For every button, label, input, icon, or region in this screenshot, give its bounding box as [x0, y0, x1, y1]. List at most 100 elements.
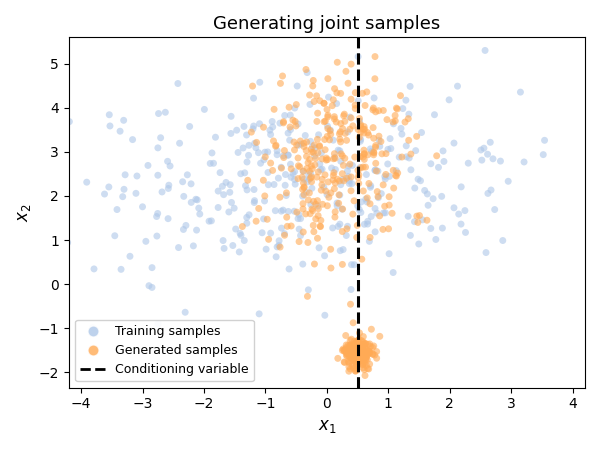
Training samples	[402, 153, 412, 160]
Training samples	[181, 222, 191, 229]
Generated samples	[295, 163, 305, 171]
Generated samples	[313, 212, 323, 219]
Generated samples	[269, 137, 278, 144]
Generated samples	[271, 142, 281, 149]
Training samples	[164, 182, 173, 189]
Generated samples	[335, 130, 344, 137]
Training samples	[304, 171, 313, 179]
Generated samples	[238, 223, 247, 230]
Generated samples	[298, 229, 308, 236]
Generated samples	[349, 346, 358, 353]
Generated samples	[347, 353, 356, 360]
Generated samples	[356, 337, 366, 344]
X-axis label: $x_1$: $x_1$	[317, 417, 336, 435]
Generated samples	[328, 102, 337, 109]
Generated samples	[352, 346, 361, 353]
Generated samples	[393, 170, 403, 177]
Generated samples	[349, 346, 358, 353]
Generated samples	[350, 352, 360, 360]
Training samples	[310, 152, 320, 159]
Generated samples	[293, 162, 303, 169]
Generated samples	[340, 118, 350, 125]
Training samples	[359, 220, 369, 228]
Generated samples	[422, 216, 432, 224]
Generated samples	[365, 349, 374, 356]
Training samples	[331, 166, 340, 173]
Generated samples	[316, 187, 326, 194]
Generated samples	[350, 367, 360, 374]
Generated samples	[332, 58, 342, 66]
Conditioning variable	[354, 237, 361, 243]
Generated samples	[354, 180, 364, 187]
Generated samples	[362, 365, 372, 372]
Generated samples	[338, 347, 347, 354]
Generated samples	[335, 177, 344, 184]
Generated samples	[345, 161, 355, 168]
Generated samples	[304, 196, 313, 203]
Training samples	[343, 167, 352, 175]
Training samples	[280, 112, 290, 119]
Training samples	[428, 195, 438, 203]
Generated samples	[347, 336, 356, 343]
Generated samples	[310, 261, 319, 268]
Generated samples	[323, 75, 332, 82]
Generated samples	[369, 149, 379, 157]
Generated samples	[358, 153, 368, 161]
Training samples	[457, 183, 466, 190]
Generated samples	[346, 347, 356, 355]
Generated samples	[342, 225, 352, 233]
Generated samples	[329, 172, 338, 179]
Generated samples	[314, 168, 323, 176]
Generated samples	[305, 91, 314, 99]
Training samples	[304, 286, 313, 293]
Generated samples	[349, 364, 359, 372]
Training samples	[272, 147, 282, 154]
Training samples	[163, 215, 173, 222]
Training samples	[305, 138, 315, 145]
Generated samples	[358, 356, 367, 364]
Generated samples	[352, 346, 361, 354]
Training samples	[344, 162, 353, 170]
Generated samples	[307, 206, 317, 213]
Generated samples	[374, 133, 384, 140]
Generated samples	[351, 339, 361, 346]
Generated samples	[280, 147, 289, 154]
Generated samples	[357, 348, 367, 355]
Training samples	[265, 126, 275, 134]
Training samples	[396, 125, 406, 132]
Generated samples	[314, 143, 324, 150]
Training samples	[404, 154, 414, 162]
Generated samples	[346, 349, 356, 356]
Training samples	[290, 104, 299, 112]
Generated samples	[356, 351, 365, 358]
Generated samples	[248, 82, 257, 90]
Training samples	[275, 120, 284, 127]
Generated samples	[362, 350, 372, 357]
Generated samples	[335, 128, 345, 135]
Generated samples	[361, 346, 370, 354]
Training samples	[481, 249, 491, 256]
Training samples	[277, 207, 286, 215]
Training samples	[156, 134, 166, 141]
Training samples	[406, 166, 416, 173]
Training samples	[538, 151, 548, 158]
Training samples	[370, 205, 380, 212]
Generated samples	[307, 165, 317, 172]
Generated samples	[330, 213, 340, 220]
Generated samples	[358, 349, 367, 356]
Generated samples	[344, 358, 353, 365]
Generated samples	[351, 346, 361, 353]
Training samples	[214, 188, 223, 195]
Generated samples	[347, 355, 357, 362]
Training samples	[179, 226, 188, 233]
Generated samples	[339, 347, 349, 354]
Training samples	[65, 118, 74, 125]
Generated samples	[404, 137, 413, 144]
Generated samples	[326, 246, 335, 253]
Training samples	[355, 138, 365, 145]
Training samples	[221, 179, 231, 186]
Generated samples	[346, 349, 356, 356]
Training samples	[154, 320, 163, 328]
Generated samples	[354, 341, 364, 348]
Training samples	[383, 160, 392, 167]
